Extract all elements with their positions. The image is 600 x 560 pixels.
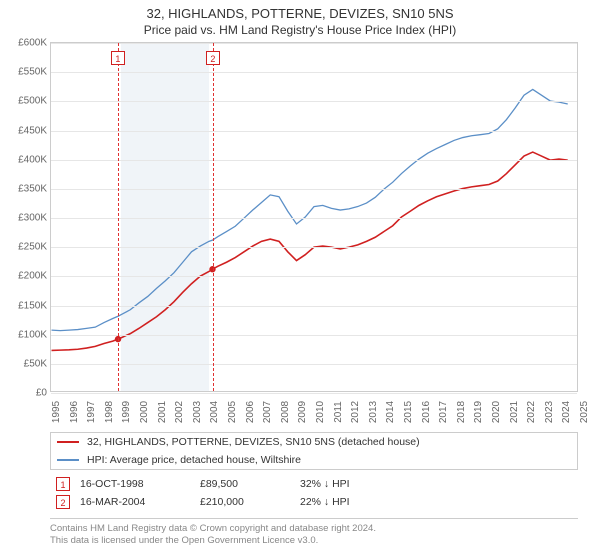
x-axis-label: 2003 bbox=[192, 401, 203, 423]
y-axis-label: £200K bbox=[3, 271, 47, 282]
y-axis-label: £0 bbox=[3, 388, 47, 399]
y-axis-label: £250K bbox=[3, 242, 47, 253]
series-property bbox=[52, 152, 568, 350]
x-axis-label: 2021 bbox=[509, 401, 520, 423]
x-axis-label: 2016 bbox=[421, 401, 432, 423]
x-axis-label: 2023 bbox=[544, 401, 555, 423]
chart-container: 32, HIGHLANDS, POTTERNE, DEVIZES, SN10 5… bbox=[0, 0, 600, 560]
chart-svg bbox=[51, 43, 577, 391]
event-row: 1 16-OCT-1998 £89,500 32% ↓ HPI bbox=[50, 475, 578, 493]
x-axis-label: 2001 bbox=[157, 401, 168, 423]
plot-area: £0£50K£100K£150K£200K£250K£300K£350K£400… bbox=[50, 42, 578, 392]
x-axis-label: 2025 bbox=[579, 401, 590, 423]
y-axis-label: £450K bbox=[3, 125, 47, 136]
footer-line2: This data is licensed under the Open Gov… bbox=[50, 535, 578, 547]
event-row: 2 16-MAR-2004 £210,000 22% ↓ HPI bbox=[50, 493, 578, 511]
event-marker-box: 1 bbox=[56, 477, 70, 491]
y-axis-label: £100K bbox=[3, 329, 47, 340]
x-axis-label: 2004 bbox=[209, 401, 220, 423]
legend-swatch-property bbox=[57, 441, 79, 443]
x-axis-label: 2008 bbox=[280, 401, 291, 423]
event-price: £89,500 bbox=[200, 478, 300, 490]
legend-item-hpi: HPI: Average price, detached house, Wilt… bbox=[51, 451, 577, 469]
x-axis-label: 2010 bbox=[315, 401, 326, 423]
chart-title: 32, HIGHLANDS, POTTERNE, DEVIZES, SN10 5… bbox=[0, 0, 600, 21]
event-date: 16-OCT-1998 bbox=[80, 478, 200, 490]
event-diff: 32% ↓ HPI bbox=[300, 478, 420, 490]
x-axis-label: 2024 bbox=[561, 401, 572, 423]
event-marker: 1 bbox=[111, 51, 125, 65]
event-marker: 2 bbox=[206, 51, 220, 65]
x-axis-label: 2019 bbox=[473, 401, 484, 423]
y-axis-label: £50K bbox=[3, 358, 47, 369]
x-axis-label: 1996 bbox=[69, 401, 80, 423]
legend-swatch-hpi bbox=[57, 459, 79, 461]
legend-label-hpi: HPI: Average price, detached house, Wilt… bbox=[87, 454, 301, 466]
x-axis-label: 2013 bbox=[368, 401, 379, 423]
x-axis-label: 2017 bbox=[438, 401, 449, 423]
x-axis-label: 2012 bbox=[350, 401, 361, 423]
event-marker-box: 2 bbox=[56, 495, 70, 509]
y-axis-label: £150K bbox=[3, 300, 47, 311]
y-axis-label: £400K bbox=[3, 154, 47, 165]
x-axis-label: 2006 bbox=[245, 401, 256, 423]
legend-item-property: 32, HIGHLANDS, POTTERNE, DEVIZES, SN10 5… bbox=[51, 433, 577, 451]
events-table: 1 16-OCT-1998 £89,500 32% ↓ HPI 2 16-MAR… bbox=[50, 475, 578, 511]
y-axis-label: £350K bbox=[3, 183, 47, 194]
series-hpi bbox=[52, 89, 568, 330]
event-price: £210,000 bbox=[200, 496, 300, 508]
x-axis-label: 2009 bbox=[297, 401, 308, 423]
x-axis-label: 1998 bbox=[104, 401, 115, 423]
event-date: 16-MAR-2004 bbox=[80, 496, 200, 508]
y-axis-label: £600K bbox=[3, 38, 47, 49]
legend: 32, HIGHLANDS, POTTERNE, DEVIZES, SN10 5… bbox=[50, 432, 578, 470]
x-axis-label: 1999 bbox=[121, 401, 132, 423]
y-axis-label: £500K bbox=[3, 96, 47, 107]
x-axis-label: 2018 bbox=[456, 401, 467, 423]
x-axis-label: 2015 bbox=[403, 401, 414, 423]
x-axis-label: 2000 bbox=[139, 401, 150, 423]
legend-label-property: 32, HIGHLANDS, POTTERNE, DEVIZES, SN10 5… bbox=[87, 436, 420, 448]
x-axis-label: 2020 bbox=[491, 401, 502, 423]
x-axis-label: 2011 bbox=[333, 401, 344, 423]
x-axis-label: 2005 bbox=[227, 401, 238, 423]
x-axis-label: 1997 bbox=[86, 401, 97, 423]
event-diff: 22% ↓ HPI bbox=[300, 496, 420, 508]
x-axis-label: 1995 bbox=[51, 401, 62, 423]
x-axis-label: 2014 bbox=[385, 401, 396, 423]
chart-subtitle: Price paid vs. HM Land Registry's House … bbox=[0, 21, 600, 41]
x-axis-label: 2002 bbox=[174, 401, 185, 423]
footer: Contains HM Land Registry data © Crown c… bbox=[50, 518, 578, 547]
x-axis-label: 2022 bbox=[526, 401, 537, 423]
y-axis-label: £300K bbox=[3, 213, 47, 224]
y-axis-label: £550K bbox=[3, 67, 47, 78]
x-axis-label: 2007 bbox=[262, 401, 273, 423]
footer-line1: Contains HM Land Registry data © Crown c… bbox=[50, 523, 578, 535]
